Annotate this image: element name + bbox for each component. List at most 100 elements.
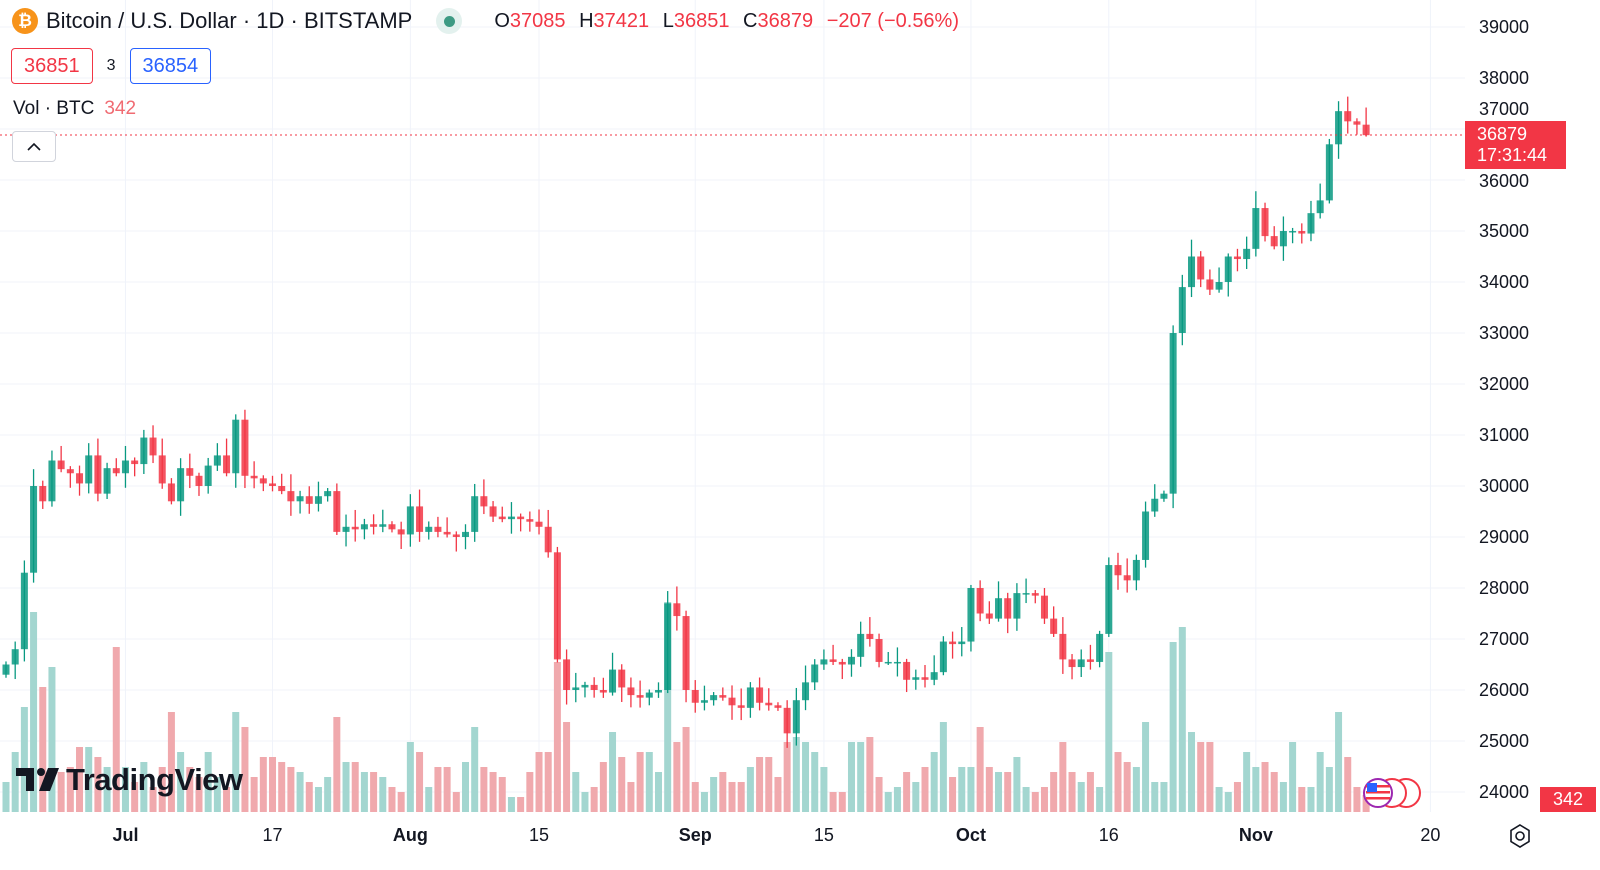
candle[interactable] bbox=[654, 682, 662, 698]
candle[interactable] bbox=[673, 586, 681, 631]
candle[interactable] bbox=[1344, 96, 1352, 134]
candle[interactable] bbox=[11, 641, 19, 680]
settings-gear-icon[interactable] bbox=[1506, 822, 1534, 850]
candle[interactable] bbox=[1040, 588, 1048, 624]
candle[interactable] bbox=[112, 458, 120, 477]
candle[interactable] bbox=[1335, 101, 1343, 159]
candle[interactable] bbox=[1013, 583, 1021, 631]
candle[interactable] bbox=[1160, 490, 1168, 502]
candle[interactable] bbox=[710, 692, 718, 706]
candle[interactable] bbox=[39, 480, 47, 509]
candle[interactable] bbox=[1096, 630, 1104, 668]
candle[interactable] bbox=[48, 450, 56, 507]
candle[interactable] bbox=[213, 443, 221, 471]
candle[interactable] bbox=[314, 481, 322, 512]
candle[interactable] bbox=[1353, 118, 1361, 135]
candle[interactable] bbox=[921, 665, 929, 688]
candle[interactable] bbox=[976, 580, 984, 622]
candle[interactable] bbox=[682, 610, 690, 703]
candle[interactable] bbox=[324, 488, 332, 502]
candle[interactable] bbox=[691, 680, 699, 713]
candle[interactable] bbox=[85, 443, 93, 494]
candle[interactable] bbox=[186, 453, 194, 489]
candle[interactable] bbox=[379, 509, 387, 533]
candle[interactable] bbox=[783, 700, 791, 748]
candle[interactable] bbox=[177, 458, 185, 516]
candle[interactable] bbox=[526, 511, 534, 532]
candle[interactable] bbox=[581, 681, 589, 698]
candle[interactable] bbox=[2, 661, 10, 678]
candle[interactable] bbox=[838, 658, 846, 680]
candle[interactable] bbox=[967, 584, 975, 652]
candle[interactable] bbox=[636, 680, 644, 708]
candle[interactable] bbox=[1316, 183, 1324, 219]
candle[interactable] bbox=[66, 466, 74, 488]
candle[interactable] bbox=[434, 516, 442, 538]
candle[interactable] bbox=[1077, 649, 1085, 677]
candle[interactable] bbox=[930, 655, 938, 686]
candle[interactable] bbox=[857, 621, 865, 667]
candle[interactable] bbox=[507, 502, 515, 534]
candle[interactable] bbox=[1243, 236, 1251, 269]
candle[interactable] bbox=[572, 672, 580, 703]
candle[interactable] bbox=[774, 702, 782, 711]
candle[interactable] bbox=[1188, 239, 1196, 298]
candle[interactable] bbox=[342, 514, 350, 547]
candle[interactable] bbox=[746, 682, 754, 718]
candle[interactable] bbox=[590, 677, 598, 698]
candle[interactable] bbox=[305, 486, 313, 514]
candle[interactable] bbox=[1059, 617, 1067, 674]
candle[interactable] bbox=[30, 469, 38, 583]
candle[interactable] bbox=[94, 438, 102, 502]
candle[interactable] bbox=[149, 425, 157, 464]
candle[interactable] bbox=[480, 479, 488, 515]
candle[interactable] bbox=[737, 688, 745, 721]
candle[interactable] bbox=[1325, 138, 1333, 204]
candle[interactable] bbox=[903, 658, 911, 693]
candle[interactable] bbox=[1068, 654, 1076, 680]
candle[interactable] bbox=[829, 644, 837, 666]
candle[interactable] bbox=[360, 518, 368, 540]
candle[interactable] bbox=[489, 501, 497, 522]
candle[interactable] bbox=[1197, 251, 1205, 288]
candle[interactable] bbox=[406, 494, 414, 547]
candle[interactable] bbox=[167, 478, 175, 505]
candle[interactable] bbox=[351, 509, 359, 542]
candle[interactable] bbox=[820, 649, 828, 670]
candle[interactable] bbox=[811, 659, 819, 690]
candle[interactable] bbox=[140, 429, 148, 475]
candle[interactable] bbox=[866, 617, 874, 647]
candle[interactable] bbox=[875, 633, 883, 668]
candle[interactable] bbox=[1252, 191, 1260, 257]
candle[interactable] bbox=[103, 462, 111, 500]
candle[interactable] bbox=[884, 652, 892, 666]
candle[interactable] bbox=[1233, 248, 1241, 272]
candle[interactable] bbox=[462, 524, 469, 550]
candle[interactable] bbox=[802, 665, 810, 711]
candle[interactable] bbox=[1289, 227, 1297, 244]
candle[interactable] bbox=[1142, 501, 1150, 568]
candle[interactable] bbox=[728, 685, 736, 720]
candle[interactable] bbox=[1270, 226, 1278, 250]
candle[interactable] bbox=[847, 649, 855, 677]
candle[interactable] bbox=[370, 514, 378, 535]
candle[interactable] bbox=[1169, 325, 1177, 509]
candle[interactable] bbox=[1031, 590, 1039, 604]
candle[interactable] bbox=[250, 461, 258, 489]
candle[interactable] bbox=[949, 631, 957, 659]
candle[interactable] bbox=[1298, 223, 1306, 244]
candle[interactable] bbox=[627, 677, 635, 708]
candle[interactable] bbox=[517, 513, 525, 532]
candle[interactable] bbox=[498, 506, 506, 523]
tradingview-logo[interactable]: TradingView bbox=[16, 762, 243, 798]
candle[interactable] bbox=[269, 475, 277, 492]
candle[interactable] bbox=[121, 445, 129, 488]
candle[interactable] bbox=[599, 677, 607, 698]
candle[interactable] bbox=[416, 489, 424, 542]
candle[interactable] bbox=[1105, 557, 1113, 637]
candle[interactable] bbox=[563, 649, 571, 705]
candle[interactable] bbox=[1132, 554, 1140, 591]
candle[interactable] bbox=[1114, 552, 1122, 590]
volume-legend[interactable]: Vol · BTC 342 bbox=[13, 98, 136, 120]
